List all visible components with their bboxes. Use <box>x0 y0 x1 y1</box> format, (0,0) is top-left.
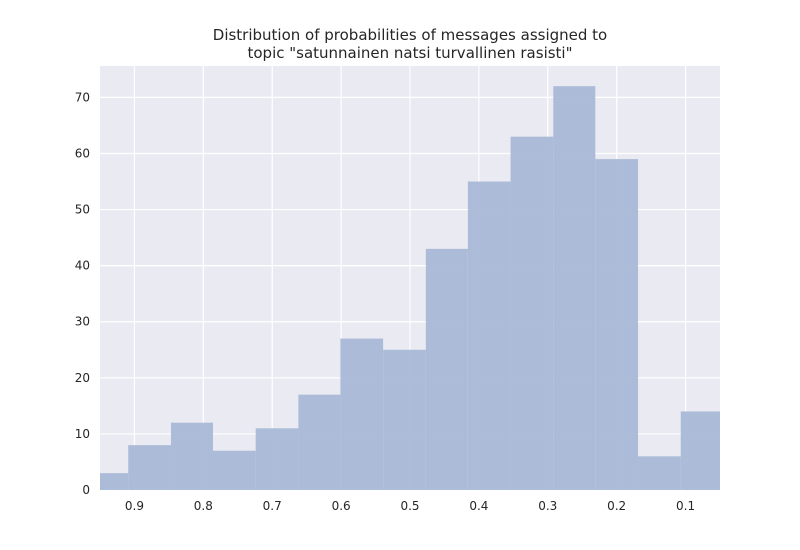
x-tick-label: 0.4 <box>469 499 488 513</box>
histogram-bar <box>170 422 213 490</box>
y-tick-label: 60 <box>75 146 90 160</box>
histogram-bar <box>212 450 256 490</box>
x-tick-label: 0.5 <box>400 499 419 513</box>
histogram-bar <box>340 338 384 490</box>
x-tick-label: 0.8 <box>194 499 213 513</box>
histogram-bar <box>467 181 511 490</box>
y-tick-label: 0 <box>82 483 90 497</box>
y-tick-label: 70 <box>75 90 90 104</box>
x-tick-label: 0.9 <box>125 499 144 513</box>
x-tick-label: 0.2 <box>607 499 626 513</box>
x-tick-label: 0.6 <box>332 499 351 513</box>
histogram-bar <box>128 445 171 490</box>
histogram-bar <box>553 86 596 490</box>
x-tick-label: 0.3 <box>538 499 557 513</box>
y-tick-label: 20 <box>75 371 90 385</box>
x-tick-label: 0.1 <box>676 499 695 513</box>
histogram-bar <box>680 411 720 490</box>
histogram-bar <box>425 248 468 490</box>
histogram-bars <box>100 86 720 490</box>
y-axis-ticks: 0 10 20 30 40 50 60 70 <box>75 90 90 497</box>
histogram-bar <box>100 473 129 490</box>
y-tick-label: 30 <box>75 315 90 329</box>
histogram-bar <box>595 159 639 490</box>
y-tick-label: 40 <box>75 259 90 273</box>
chart-title-line-1: Distribution of probabilities of message… <box>213 26 607 44</box>
histogram-bar <box>638 456 681 490</box>
histogram-bar <box>255 428 299 490</box>
y-tick-label: 10 <box>75 427 90 441</box>
histogram-bar <box>298 394 341 490</box>
chart-title-line-2: topic "satunnainen natsi turvallinen ras… <box>247 44 572 62</box>
x-axis-ticks: 0.9 0.8 0.7 0.6 0.5 0.4 0.3 0.2 0.1 <box>125 499 695 513</box>
histogram-bar <box>383 349 426 490</box>
x-tick-label: 0.7 <box>263 499 282 513</box>
y-tick-label: 50 <box>75 203 90 217</box>
histogram-bar <box>510 136 554 490</box>
